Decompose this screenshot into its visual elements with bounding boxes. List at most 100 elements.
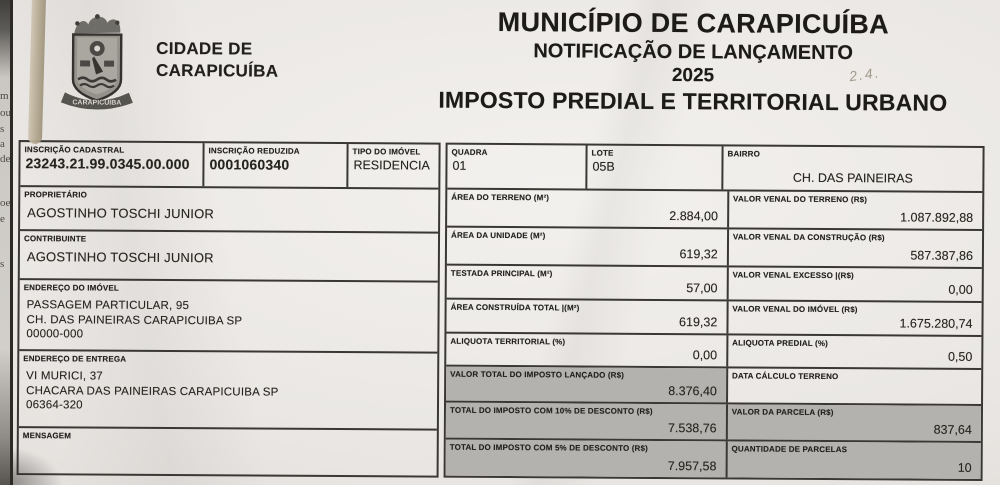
field-label: QUADRA	[451, 147, 488, 157]
field-label: TOTAL DO IMPOSTO COM 10% DE DESCONTO (R$…	[449, 405, 653, 416]
field-label: ALIQUOTA TERRITORIAL (%)	[450, 336, 566, 347]
field-value: 1.087.892,88	[900, 210, 974, 225]
city-label-line: CIDADE DE	[156, 38, 253, 59]
field-label: VALOR VENAL DO TERRENO (R$)	[733, 194, 868, 205]
field-valor-venal-terreno: VALOR VENAL DO TERRENO (R$) 1.087.892,88	[726, 191, 983, 229]
field-value: 837,64	[933, 422, 972, 437]
field-label: QUANTIDADE DE PARCELAS	[731, 444, 848, 455]
title-municipio: MUNICÍPIO DE CARAPICUÍBA	[497, 6, 890, 40]
table-row: ÁREA DO TERRENO (M²) 2.884,00 VALOR VENA…	[447, 187, 983, 229]
table-row: ENDEREÇO DO IMÓVEL PASSAGEM PARTICULAR, …	[19, 278, 438, 352]
table-row: INSCRIÇÃO CADASTRAL 23243.21.99.0345.00.…	[20, 142, 439, 188]
field-proprietario: PROPRIETÁRIO AGOSTINHO TOSCHI JUNIOR	[20, 187, 438, 232]
field-label: TESTADA PRINCIPAL (M²)	[450, 268, 553, 279]
field-endereco-entrega: ENDEREÇO DE ENTREGA VI MURICI, 37 CHACAR…	[19, 351, 437, 429]
field-label: ÁREA DA UNIDADE (M²)	[451, 230, 546, 241]
edge-text-fragment: a	[0, 138, 5, 150]
field-value: 7.538,76	[667, 421, 717, 436]
table-row: ENDEREÇO DE ENTREGA VI MURICI, 37 CHACAR…	[18, 349, 438, 429]
field-value: 8.376,40	[668, 384, 717, 399]
table-row: ÁREA CONSTRUÍDA TOTAL |(M²) 619,32 VALOR…	[446, 297, 982, 335]
table-row: TESTADA PRINCIPAL (M²) 57,00 VALOR VENAL…	[446, 263, 982, 301]
edge-text-fragment: e	[0, 213, 5, 225]
field-label: VALOR TOTAL DO IMPOSTO LANÇADO (R$)	[450, 369, 625, 380]
address-line: 06364-320	[25, 399, 83, 412]
field-value: 2.884,00	[669, 209, 719, 224]
field-data-calculo-terreno: DATA CÁLCULO TERRENO	[725, 368, 982, 404]
field-tipo-imovel: TIPO DO IMÓVEL RESIDENCIA	[346, 144, 439, 188]
field-contribuinte: CONTRIBUINTE AGOSTINHO TOSCHI JUNIOR	[20, 231, 438, 281]
table-row: QUADRA 01 LOTE 05B BAIRRO CH. DAS PAINEI…	[447, 145, 983, 191]
field-value: 0,00	[948, 282, 973, 297]
field-value: 01	[452, 158, 467, 173]
edge-text-fragment: m	[0, 90, 9, 102]
field-valor-venal-construcao: VALOR VENAL DA CONSTRUÇÃO (R$) 587.387,8…	[726, 229, 983, 267]
field-total-10-desconto: TOTAL DO IMPOSTO COM 10% DE DESCONTO (R$…	[445, 402, 726, 440]
table-row: PROPRIETÁRIO AGOSTINHO TOSCHI JUNIOR	[20, 185, 439, 232]
corner-shadow	[0, 430, 90, 485]
field-value: 0001060340	[209, 156, 290, 173]
field-valor-total-imposto: VALOR TOTAL DO IMPOSTO LANÇADO (R$) 8.37…	[446, 366, 727, 403]
field-inscricao-cadastral: INSCRIÇÃO CADASTRAL 23243.21.99.0345.00.…	[20, 142, 202, 186]
field-endereco-imovel: ENDEREÇO DO IMÓVEL PASSAGEM PARTICULAR, …	[19, 280, 437, 352]
edge-text-fragment: s	[0, 123, 5, 135]
table-row: ÁREA DA UNIDADE (M²) 619,32 VALOR VENAL …	[446, 225, 983, 267]
field-testada-principal: TESTADA PRINCIPAL (M²) 57,00	[447, 266, 727, 300]
field-label: TIPO DO IMÓVEL	[352, 147, 421, 157]
field-value: RESIDENCIA	[353, 158, 430, 173]
field-value: VI MURICI, 37 CHACARA DAS PAINEIRAS CARA…	[19, 363, 437, 418]
field-value: 57,00	[686, 281, 718, 296]
field-value: AGOSTINHO TOSCHI JUNIOR	[27, 205, 215, 222]
field-value: PASSAGEM PARTICULAR, 95 CH. DAS PAINEIRA…	[19, 292, 437, 347]
field-value: 587.387,86	[910, 248, 973, 263]
field-quadra: QUADRA 01	[447, 145, 585, 189]
field-label: VALOR VENAL DA CONSTRUÇÃO (R$)	[732, 232, 885, 243]
field-aliquota-predial: ALIQUOTA PREDIAL (%) 0,50	[726, 335, 982, 368]
field-value: CH. DAS PAINEIRAS	[792, 170, 913, 186]
field-area-terreno: ÁREA DO TERRENO (M²) 2.884,00	[447, 190, 727, 228]
edge-text-fragment: ou	[0, 107, 11, 119]
field-area-construida-total: ÁREA CONSTRUÍDA TOTAL |(M²) 619,32	[446, 300, 726, 334]
field-value: 619,32	[679, 247, 718, 262]
taxpayer-table: INSCRIÇÃO CADASTRAL 23243.21.99.0345.00.…	[16, 140, 441, 478]
table-row: CONTRIBUINTE AGOSTINHO TOSCHI JUNIOR	[19, 229, 439, 281]
valuation-table: QUADRA 01 LOTE 05B BAIRRO CH. DAS PAINEI…	[443, 142, 985, 481]
field-value: 619,32	[679, 315, 718, 330]
field-label: ÁREA DO TERRENO (M²)	[451, 192, 550, 203]
edge-text-fragment: de	[0, 153, 11, 165]
field-label: LOTE	[591, 148, 614, 158]
field-label: INSCRIÇÃO REDUZIDA	[208, 146, 300, 156]
field-value: 10	[957, 460, 972, 475]
field-value: 1.675.280,74	[899, 316, 973, 331]
field-total-5-desconto: TOTAL DO IMPOSTO COM 5% DE DESCONTO (R$)…	[445, 439, 726, 478]
field-label: DATA CÁLCULO TERRENO	[731, 371, 839, 382]
field-value: 7.957,58	[667, 459, 717, 474]
field-label: ALIQUOTA PREDIAL (%)	[732, 338, 828, 349]
field-valor-venal-excesso: VALOR VENAL EXCESSO |(R$) 0,00	[726, 267, 982, 301]
title-imposto: IMPOSTO PREDIAL E TERRITORIAL URBANO	[438, 86, 948, 116]
table-row: TOTAL DO IMPOSTO COM 10% DE DESCONTO (R$…	[445, 400, 982, 441]
field-value: AGOSTINHO TOSCHI JUNIOR	[26, 249, 214, 266]
field-label: BAIRRO	[727, 149, 761, 159]
edge-text-fragment: oe	[0, 197, 11, 209]
table-row: TOTAL DO IMPOSTO COM 5% DE DESCONTO (R$)…	[445, 437, 981, 479]
field-label: VALOR VENAL EXCESSO |(R$)	[732, 270, 854, 281]
under-page-edge	[0, 0, 13, 485]
city-name-line: CARAPICUÍBA	[155, 60, 279, 81]
field-lote: LOTE 05B	[585, 145, 722, 190]
address-line: 00000-000	[26, 328, 84, 341]
field-label: VALOR DA PARCELA (R$)	[731, 407, 834, 418]
field-label: ÁREA CONSTRUÍDA TOTAL |(M²)	[450, 302, 580, 313]
field-area-unidade: ÁREA DA UNIDADE (M²) 619,32	[447, 228, 727, 266]
field-quantidade-parcelas: QUANTIDADE DE PARCELAS 10	[725, 441, 981, 479]
field-valor-parcela: VALOR DA PARCELA (R$) 837,64	[725, 404, 982, 441]
address-line: CH. DAS PAINEIRAS CARAPICUIBA SP	[26, 313, 243, 328]
field-label: VALOR VENAL DO IMÓVEL (R$)	[732, 304, 858, 315]
field-value: 05B	[592, 159, 615, 174]
field-inscricao-reduzida: INSCRIÇÃO REDUZIDA 0001060340	[202, 143, 347, 188]
field-bairro: BAIRRO CH. DAS PAINEIRAS	[721, 146, 983, 191]
field-value: 0,50	[947, 349, 973, 364]
field-value: 23243.21.99.0345.00.000	[25, 155, 190, 173]
field-label: INSCRIÇÃO CADASTRAL	[24, 145, 125, 155]
